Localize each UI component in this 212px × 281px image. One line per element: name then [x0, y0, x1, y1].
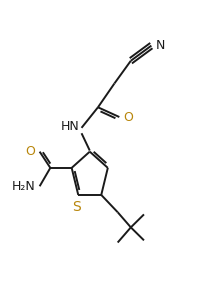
Text: H₂N: H₂N — [12, 180, 36, 193]
Text: N: N — [155, 39, 165, 52]
Text: S: S — [72, 200, 81, 214]
Text: O: O — [123, 110, 133, 124]
Text: O: O — [26, 145, 36, 158]
Text: HN: HN — [60, 120, 79, 133]
